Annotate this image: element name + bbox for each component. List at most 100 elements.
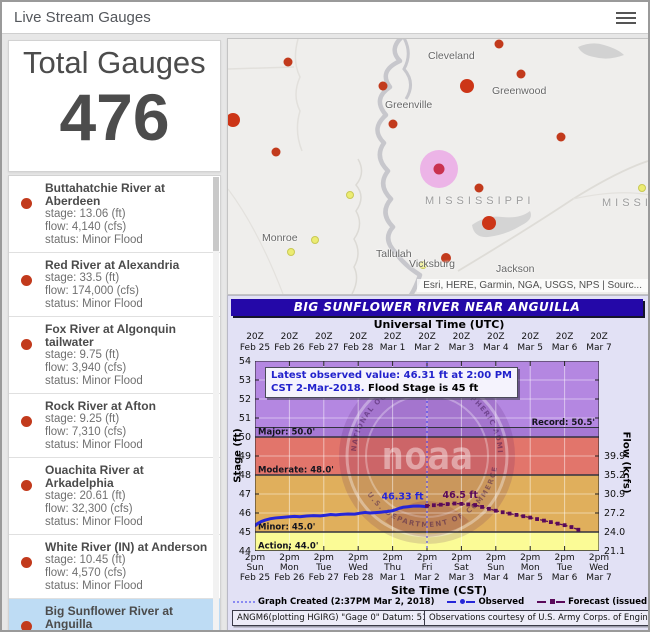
top-tick-date: Mar 5 — [517, 343, 543, 353]
stage-tick: 46 — [238, 508, 251, 519]
bottom-tick: 2pm — [244, 553, 266, 563]
gauge-map-marker[interactable] — [638, 184, 646, 192]
bottom-tick: Feb 25 — [239, 573, 271, 583]
top-tick-date: Feb 28 — [343, 343, 374, 353]
top-tick-date: Mar 2 — [414, 343, 440, 353]
threshold-label: Action: 44.0' — [258, 542, 318, 552]
top-tick-date: Mar 7 — [586, 343, 612, 353]
graph-created-line-icon — [233, 600, 255, 603]
top-tick-z: 20Z — [383, 332, 402, 342]
gauge-map-marker[interactable] — [441, 253, 451, 263]
forecast-line-icon — [550, 599, 556, 604]
scrollbar[interactable] — [213, 177, 219, 630]
bottom-tick: Sun — [246, 563, 264, 573]
bottom-tick: Tue — [316, 563, 332, 573]
gauge-map-marker[interactable] — [346, 191, 354, 199]
top-tick-z: 20Z — [452, 332, 471, 342]
flow-tick: 21.1 — [604, 546, 626, 557]
gauge-status-dot — [21, 339, 32, 350]
threshold-label: Record: 50.5' — [532, 418, 595, 428]
scrollbar-thumb[interactable] — [213, 177, 219, 251]
chart-title: BIG SUNFLOWER RIVER NEAR ANGUILLA — [231, 299, 643, 316]
gauge-map-marker[interactable] — [283, 57, 293, 67]
top-tick-z: 20Z — [486, 332, 505, 342]
gauge-name: Big Sunflower River at Anguilla — [45, 604, 174, 631]
bottom-tick: Wed — [348, 563, 368, 573]
gauge-list-panel: Buttahatchie River at Aberdeen stage: 13.… — [8, 175, 221, 631]
gauge-detail: stage: 10.45 (ft) — [45, 554, 126, 566]
gauge-detail: stage: 9.25 (ft) — [45, 413, 120, 425]
map-panel[interactable]: Esri, HERE, Garmin, NGA, USGS, NPS | Sou… — [227, 38, 648, 295]
gauge-list-item[interactable]: Buttahatchie River at Aberdeen stage: 13.… — [9, 176, 220, 253]
gauge-detail: status: Minor Flood — [45, 375, 143, 387]
gauge-detail: stage: 20.61 (ft) — [45, 490, 126, 502]
gauge-map-marker[interactable] — [287, 248, 295, 256]
bottom-tick: Mar 6 — [551, 573, 578, 583]
gauge-list-item[interactable]: White River (IN) at Anderson stage: 10.45… — [9, 535, 220, 599]
gauge-detail: flow: 3,940 (cfs) — [45, 362, 127, 374]
top-tick-date: Feb 27 — [308, 343, 339, 353]
gauge-map-marker[interactable] — [556, 132, 566, 142]
gauge-map-marker[interactable] — [460, 79, 474, 93]
legend-graph-created: Graph Created (2:37PM Mar 2, 2018) — [233, 597, 434, 607]
legend-forecast: Forecast (issued 10:19AM Mar 2) — [537, 597, 648, 607]
gauge-map-marker[interactable] — [228, 113, 240, 127]
bottom-tick: Feb 26 — [274, 573, 305, 583]
gauge-list-item[interactable]: Fox River at Algonquin tailwater stage: 9… — [9, 317, 220, 394]
gauge-map-marker[interactable] — [516, 69, 526, 79]
top-tick-date: Mar 4 — [483, 343, 509, 353]
top-tick-z: 20Z — [349, 332, 367, 342]
bottom-tick: Feb 28 — [343, 573, 374, 583]
hamburger-icon[interactable] — [616, 9, 636, 25]
gauge-status-dot — [21, 416, 32, 427]
gauge-map-marker[interactable] — [433, 163, 445, 175]
bottom-tick: 2pm — [279, 553, 300, 563]
observed-line-icon — [460, 599, 466, 604]
gauge-list-item[interactable]: Big Sunflower River at Anguillastage: 46… — [9, 599, 220, 631]
gauge-map-marker[interactable] — [311, 236, 319, 244]
threshold-label: Major: 50.0' — [258, 428, 315, 438]
annotation-flood-stage: Flood Stage is 45 ft — [368, 382, 479, 394]
gauge-list-item[interactable]: Red River at Alexandria stage: 33.5 (ft) f… — [9, 253, 220, 317]
bottom-tick: 2pm — [588, 553, 610, 563]
total-gauges-card: Total Gauges 476 — [8, 40, 221, 172]
stage-tick: 49 — [238, 451, 251, 462]
gauge-name: Ouachita River at Arkadelphia — [45, 463, 144, 490]
gauge-status-dot — [21, 480, 32, 491]
gauge-detail: flow: 32,300 (cfs) — [45, 503, 133, 515]
bottom-tick: Tue — [556, 563, 573, 573]
bottom-tick: 2pm — [348, 553, 369, 563]
gauge-map-marker[interactable] — [494, 39, 504, 49]
threshold-label: Minor: 45.0' — [258, 523, 315, 533]
top-tick-date: Mar 1 — [379, 343, 406, 353]
gauge-detail: flow: 4,570 (cfs) — [45, 567, 127, 579]
bottom-tick: Mar 4 — [483, 573, 509, 583]
bottom-axis-label: Site Time (CST) — [390, 584, 488, 597]
flow-tick: 39.9 — [604, 451, 626, 462]
river-mississippi — [375, 39, 423, 294]
gauge-map-marker[interactable] — [378, 81, 388, 91]
gauge-map-marker[interactable] — [388, 119, 398, 129]
gauge-name: Buttahatchie River at Aberdeen — [45, 181, 166, 208]
gauge-map-marker[interactable] — [474, 183, 484, 193]
gauge-map-marker[interactable] — [482, 216, 496, 230]
gauge-list-item[interactable]: Ouachita River at Arkadelphia stage: 20.6… — [9, 458, 220, 535]
gauge-name: White River (IN) at Anderson — [45, 540, 208, 554]
top-tick-z: 20Z — [280, 332, 299, 342]
bottom-tick: 2pm — [416, 553, 438, 563]
stage-tick: 54 — [238, 356, 251, 367]
gauge-list-item[interactable]: Rock River at Afton stage: 9.25 (ft) flow:… — [9, 394, 220, 458]
bottom-tick: Mon — [520, 563, 540, 573]
top-tick-date: Mar 3 — [448, 343, 475, 353]
stage-tick: 53 — [238, 375, 251, 386]
map-markers[interactable] — [228, 39, 646, 269]
gauge-detail: stage: 9.75 (ft) — [45, 349, 120, 361]
gauge-detail: stage: 13.06 (ft) — [45, 208, 126, 220]
stage-tick: 51 — [238, 413, 251, 424]
bottom-tick: 2pm — [313, 553, 334, 563]
gauge-map-marker[interactable] — [271, 147, 281, 157]
gauge-detail: flow: 174,000 (cfs) — [45, 285, 139, 297]
map-basemap — [228, 39, 648, 294]
plot-area: NATIONAL OCEANIC AND ATMOSPHERIC ADMINIS… — [253, 360, 600, 552]
gauge-map-marker[interactable] — [419, 261, 427, 269]
